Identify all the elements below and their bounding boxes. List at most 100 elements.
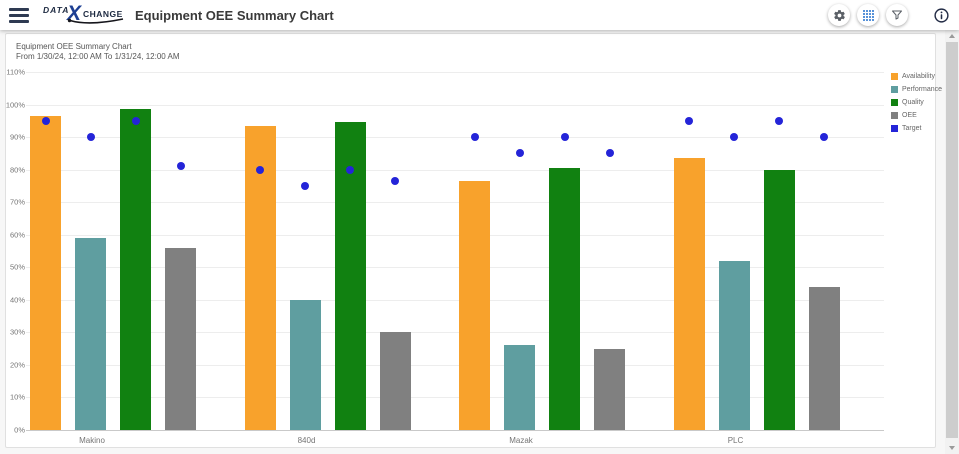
legend-item-oee[interactable]: OEE: [891, 112, 942, 119]
chart-card: Equipment OEE Summary Chart From 1/30/24…: [5, 33, 942, 448]
up-triangle-icon: [949, 34, 955, 38]
y-tick-30-: 30%: [9, 327, 25, 337]
down-triangle-icon: [949, 446, 955, 450]
bar-availability-plc: [673, 158, 705, 430]
y-tick-40-: 40%: [9, 295, 25, 305]
bar-quality-840d: [334, 122, 366, 430]
target-dot-makino-quality: [131, 116, 140, 125]
menu-bar: [9, 19, 29, 23]
bar-availability-840d: [244, 125, 276, 430]
y-tick-10-: 10%: [9, 392, 25, 402]
topbar-actions: [828, 4, 950, 26]
bar-availability-mazak: [459, 181, 490, 430]
bar-availability-makino: [30, 115, 61, 430]
logo-word-right: CHANGE: [83, 9, 123, 19]
y-axis: 0% 10% 20% 30% 40% 50% 60% 70% 80% 90% 100% 110%: [5, 67, 26, 447]
logo-swoosh: [69, 17, 124, 24]
grid-view-button[interactable]: [857, 4, 879, 26]
bar-oee-840d: [379, 332, 411, 430]
bar-performance-mazak: [504, 345, 535, 430]
y-tick-80-: 80%: [9, 165, 25, 175]
target-dot-840d-oee: [391, 177, 399, 186]
gridline-40-: [26, 299, 884, 301]
scrollbar-thumb[interactable]: [946, 42, 958, 438]
gear-icon: [833, 9, 846, 22]
page-title: Equipment OEE Summary Chart: [135, 7, 334, 23]
menu-bar: [9, 13, 29, 17]
legend-label-target: Target: [902, 125, 922, 132]
gridline-60-: [26, 234, 884, 236]
legend-swatch-target: [891, 125, 898, 132]
y-tick-60-: 60%: [9, 230, 25, 240]
bar-oee-plc: [808, 286, 840, 430]
gridline-100-: [26, 104, 884, 106]
target-dot-plc-availability: [685, 116, 693, 125]
grid-icon: [862, 9, 874, 21]
chart-area: 0% 10% 20% 30% 40% 50% 60% 70% 80% 90% 100% 110% Ma…: [5, 67, 942, 448]
bar-performance-makino: [75, 237, 106, 430]
settings-button[interactable]: [828, 4, 850, 26]
gridline-50-: [26, 267, 884, 269]
bar-quality-mazak: [549, 168, 580, 430]
y-tick-100-: 100%: [5, 100, 25, 110]
target-dot-makino-availability: [41, 116, 50, 125]
target-dot-mazak-quality: [560, 133, 569, 142]
gridline-20-: [26, 364, 884, 366]
gridline-0-: [26, 430, 884, 431]
target-dot-840d-performance: [301, 181, 309, 190]
gridline-80-: [26, 169, 884, 171]
menu-bar: [9, 7, 29, 11]
legend-item-quality[interactable]: Quality: [891, 99, 942, 106]
legend-label-oee: OEE: [902, 112, 917, 119]
bar-performance-840d: [289, 299, 321, 430]
chart-legend: Availability Performance Quality OEE Target: [891, 73, 942, 138]
logo-word-left: DATA: [43, 5, 69, 15]
legend-item-performance[interactable]: Performance: [891, 86, 942, 93]
bar-oee-mazak: [594, 348, 625, 430]
logo-graphic: DATA X CHANGE: [43, 2, 124, 25]
legend-item-availability[interactable]: Availability: [891, 73, 942, 80]
legend-label-quality: Quality: [902, 99, 924, 106]
x-axis-label-plc: PLC: [727, 436, 744, 445]
scrollbar-down-arrow[interactable]: [945, 442, 959, 454]
target-dot-makino-oee: [176, 162, 185, 171]
info-button[interactable]: [933, 7, 950, 24]
legend-item-target[interactable]: Target: [891, 125, 942, 132]
scrollbar-up-arrow[interactable]: [945, 30, 959, 42]
gridline-110-: [26, 72, 884, 73]
target-dot-plc-oee: [820, 133, 828, 142]
filter-icon: [891, 9, 903, 21]
gridline-10-: [26, 397, 884, 399]
y-tick-0-: 0%: [14, 425, 25, 435]
x-axis: Makino 840d Mazak PLC: [26, 436, 884, 448]
bar-quality-plc: [763, 169, 795, 430]
gridline-30-: [26, 332, 884, 334]
target-dot-plc-quality: [775, 116, 783, 125]
logo-swoosh-dot: [67, 18, 72, 22]
y-tick-110-: 110%: [6, 67, 25, 77]
x-axis-label-makino: Makino: [79, 436, 105, 445]
target-dot-plc-performance: [730, 133, 738, 142]
x-axis-label-mazak: Mazak: [509, 436, 533, 445]
legend-label-performance: Performance: [902, 86, 943, 93]
y-tick-90-: 90%: [9, 132, 25, 142]
dataxchange-logo: DATA X CHANGE: [37, 0, 125, 31]
target-dot-makino-performance: [86, 133, 95, 142]
y-tick-50-: 50%: [9, 262, 25, 272]
y-tick-20-: 20%: [9, 360, 25, 370]
legend-swatch-oee: [891, 112, 898, 119]
filter-button[interactable]: [886, 4, 908, 26]
info-icon: [933, 7, 950, 24]
legend-swatch-performance: [891, 86, 898, 93]
chart-title: Equipment OEE Summary Chart: [16, 42, 132, 51]
bar-performance-plc: [718, 260, 750, 430]
x-axis-label-840d: 840d: [297, 436, 316, 445]
target-dot-mazak-performance: [515, 149, 524, 158]
y-tick-70-: 70%: [9, 197, 25, 207]
gridline-70-: [26, 202, 884, 204]
gridline-90-: [26, 137, 884, 139]
top-app-bar: DATA X CHANGE Equipment OEE Summary Char…: [0, 0, 959, 30]
target-dot-mazak-availability: [470, 133, 479, 142]
menu-icon[interactable]: [9, 7, 29, 23]
vertical-scrollbar[interactable]: [945, 30, 959, 454]
